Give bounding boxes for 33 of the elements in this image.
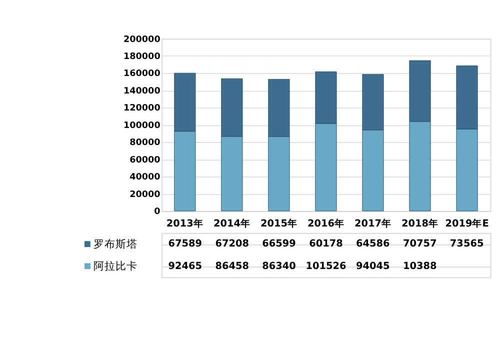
text: 86458 — [215, 260, 249, 272]
y-tick-label: 0 — [154, 207, 160, 218]
text: 67208 — [215, 238, 249, 250]
y-tick-label: 160000 — [123, 69, 160, 80]
y-tick-label: 140000 — [123, 86, 160, 96]
y-tick-label: 20000 — [130, 190, 160, 200]
y-tick-label: 60000 — [130, 155, 160, 166]
x-tick-label: 2018年 — [401, 217, 439, 230]
y-tick-label: 180000 — [123, 52, 160, 62]
y-tick-label: 200000 — [123, 34, 160, 45]
x-tick-label: 2019年E — [445, 217, 489, 230]
text: 92465 — [168, 260, 202, 272]
y-tick-label: 40000 — [130, 172, 160, 183]
y-tick-label: 80000 — [130, 138, 160, 148]
text: 86340 — [262, 260, 296, 272]
x-tick-label: 2017年 — [354, 217, 392, 230]
y-tick-label: 100000 — [123, 120, 160, 131]
y-tick-label: 120000 — [123, 104, 160, 114]
x-tick-label: 2016年 — [307, 217, 344, 230]
text: 10388 — [402, 260, 437, 272]
text: 70757 — [402, 238, 437, 250]
legend-label: 阿拉比卡 — [94, 260, 138, 273]
text: 101526 — [306, 260, 346, 272]
x-tick-label: 2014年 — [213, 217, 250, 230]
x-tick-label: 2015年 — [260, 217, 298, 230]
legend-label: 罗布斯塔 — [94, 238, 138, 251]
text: 67589 — [168, 238, 202, 250]
text: 73565 — [450, 238, 484, 250]
text: 64586 — [356, 238, 390, 250]
text: 60178 — [309, 238, 343, 250]
text: 66599 — [262, 238, 296, 250]
x-tick-label: 2013年 — [166, 217, 204, 230]
text: 94045 — [356, 260, 390, 272]
